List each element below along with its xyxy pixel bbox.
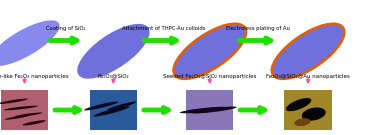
Ellipse shape bbox=[180, 107, 227, 113]
Bar bbox=[186, 90, 234, 130]
Ellipse shape bbox=[14, 112, 42, 117]
Ellipse shape bbox=[5, 115, 29, 120]
Bar bbox=[1, 90, 48, 130]
Bar bbox=[90, 90, 137, 130]
Ellipse shape bbox=[22, 120, 46, 126]
Ellipse shape bbox=[4, 106, 38, 110]
Text: Spindle-like Fe₂O₃ nanoparticles: Spindle-like Fe₂O₃ nanoparticles bbox=[0, 74, 68, 79]
Text: Seeded Fe₂O₃@SiO₂ nanoparticles: Seeded Fe₂O₃@SiO₂ nanoparticles bbox=[163, 74, 257, 79]
Ellipse shape bbox=[107, 102, 136, 110]
Ellipse shape bbox=[294, 118, 310, 126]
Ellipse shape bbox=[93, 106, 130, 117]
Ellipse shape bbox=[174, 24, 246, 79]
Text: Attachment of THPC-Au colloids: Attachment of THPC-Au colloids bbox=[122, 26, 205, 31]
Ellipse shape bbox=[77, 24, 150, 79]
Ellipse shape bbox=[84, 102, 118, 110]
Ellipse shape bbox=[302, 107, 326, 121]
Text: Fe₂O₃@SiO₂: Fe₂O₃@SiO₂ bbox=[98, 74, 129, 79]
Text: Electroless plating of Au: Electroless plating of Au bbox=[226, 26, 290, 31]
Text: Coating of SiO₂: Coating of SiO₂ bbox=[46, 26, 86, 31]
Ellipse shape bbox=[0, 99, 28, 104]
Ellipse shape bbox=[0, 20, 60, 66]
Text: Fe₂O₃@SiO₂@Au nanoparticles: Fe₂O₃@SiO₂@Au nanoparticles bbox=[266, 74, 350, 79]
Bar bbox=[284, 90, 332, 130]
Ellipse shape bbox=[191, 107, 237, 114]
Ellipse shape bbox=[272, 24, 344, 79]
Ellipse shape bbox=[286, 98, 311, 111]
